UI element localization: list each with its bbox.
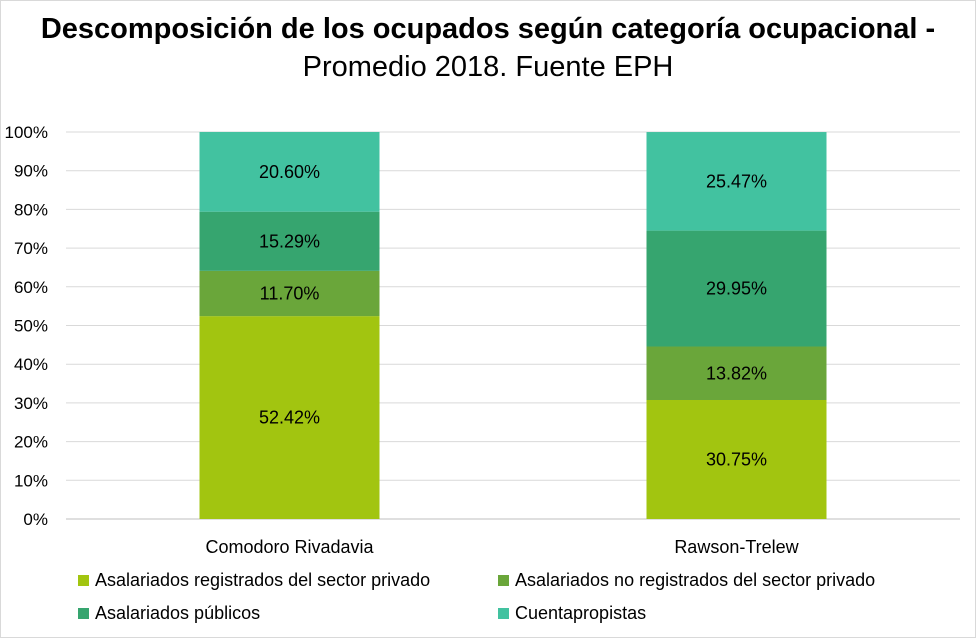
y-tick-label: 20%	[14, 433, 48, 452]
legend-item: Cuentapropistas	[498, 603, 646, 624]
chart-title: Descomposición de los ocupados según cat…	[0, 10, 976, 86]
legend-swatch	[78, 575, 89, 586]
legend-swatch	[498, 608, 509, 619]
y-tick-label: 40%	[14, 355, 48, 374]
y-tick-label: 50%	[14, 317, 48, 336]
data-label: 29.95%	[706, 279, 767, 299]
data-label: 11.70%	[260, 283, 320, 303]
stacked-bar-chart: 0% 10% 20% 30% 40% 50% 60% 70% 80% 90% 100% 52.42% 1…	[5, 123, 960, 557]
data-label: 15.29%	[259, 231, 320, 251]
data-label: 52.42%	[259, 408, 320, 428]
data-label: 30.75%	[706, 449, 767, 469]
x-category-label: Rawson-Trelew	[674, 537, 799, 557]
bar-segment	[199, 211, 380, 271]
bar-segment	[199, 270, 380, 317]
bar-segment	[646, 346, 827, 400]
y-tick-label: 70%	[14, 239, 48, 258]
chart-title-sub: Promedio 2018. Fuente EPH	[302, 51, 674, 83]
y-tick-label: 90%	[14, 162, 48, 181]
chart-title-main: Descomposición de los ocupados según cat…	[40, 13, 936, 45]
bar-segment	[199, 316, 380, 519]
y-tick-label: 60%	[14, 278, 48, 297]
legend-label: Asalariados registrados del sector priva…	[95, 570, 431, 590]
legend-label: Asalariados no registrados del sector pr…	[515, 570, 876, 590]
bar-segment	[199, 131, 380, 212]
y-tick-label: 80%	[14, 200, 48, 219]
x-category-label: Comodoro Rivadavia	[205, 537, 374, 557]
legend-item: Asalariados registrados del sector priva…	[78, 570, 430, 591]
legend-swatch	[498, 575, 509, 586]
data-label: 20.60%	[259, 162, 320, 182]
y-tick-label: 0%	[23, 510, 48, 529]
legend-swatch	[78, 608, 89, 619]
y-tick-label: 30%	[14, 394, 48, 413]
y-tick-label: 100%	[5, 123, 48, 142]
data-label: 13.82%	[706, 363, 767, 383]
bar-segment	[646, 132, 827, 231]
y-tick-label: 10%	[14, 471, 48, 490]
legend-item: Asalariados públicos	[78, 603, 260, 624]
legend-item: Asalariados no registrados del sector pr…	[498, 570, 875, 591]
data-label: 25.47%	[706, 171, 767, 191]
bar-segment	[646, 230, 827, 347]
legend-label: Asalariados públicos	[95, 603, 261, 623]
legend-label: Cuentapropistas	[515, 603, 647, 623]
bar-segment	[646, 399, 827, 519]
